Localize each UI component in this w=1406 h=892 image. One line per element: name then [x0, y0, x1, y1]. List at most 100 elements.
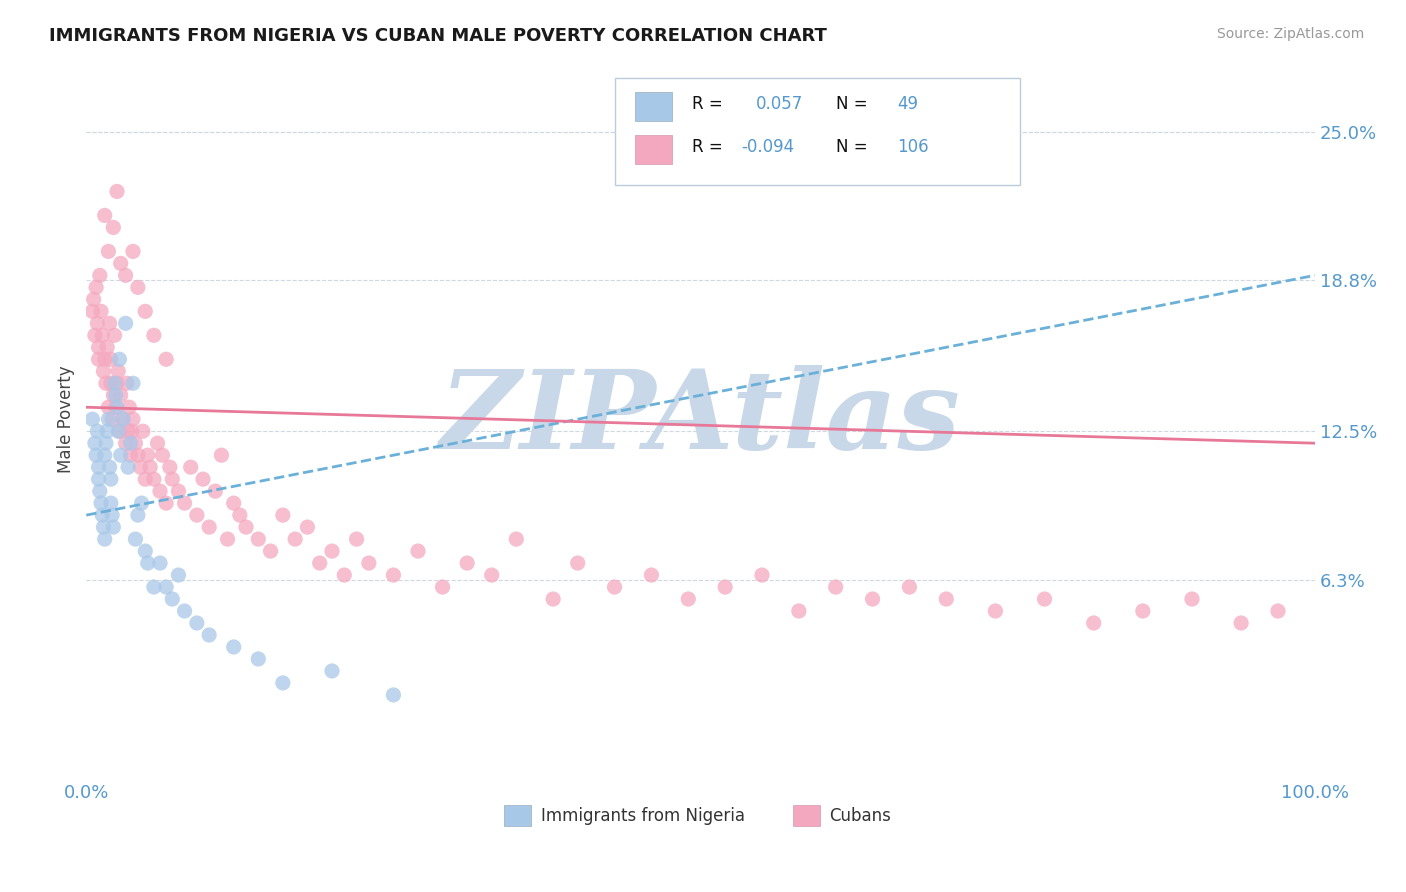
- Point: [678, 592, 700, 607]
- Point: [247, 532, 270, 546]
- Point: [217, 532, 239, 546]
- Point: [112, 412, 135, 426]
- Point: [787, 604, 810, 618]
- Point: [97, 244, 120, 259]
- Point: [87, 340, 110, 354]
- Point: [714, 580, 737, 594]
- Point: [103, 520, 125, 534]
- Point: [100, 376, 122, 391]
- Point: [122, 412, 145, 426]
- Point: [155, 352, 177, 367]
- Point: [134, 544, 156, 558]
- Point: [862, 592, 884, 607]
- Point: [259, 544, 281, 558]
- Point: [204, 484, 226, 499]
- Point: [83, 436, 105, 450]
- Text: ZIPAtlas: ZIPAtlas: [440, 366, 962, 473]
- Point: [186, 508, 208, 522]
- Point: [162, 472, 184, 486]
- Point: [824, 580, 846, 594]
- Point: [155, 496, 177, 510]
- Point: [271, 676, 294, 690]
- Point: [89, 268, 111, 283]
- Point: [152, 448, 174, 462]
- Point: [898, 580, 921, 594]
- Point: [382, 568, 405, 582]
- Point: [103, 376, 125, 391]
- Point: [149, 556, 172, 570]
- Point: [173, 496, 195, 510]
- Point: [104, 388, 127, 402]
- Point: [149, 484, 172, 499]
- Point: [186, 615, 208, 630]
- Point: [100, 352, 122, 367]
- FancyBboxPatch shape: [636, 135, 672, 164]
- Point: [84, 448, 107, 462]
- Point: [935, 592, 957, 607]
- Point: [432, 580, 454, 594]
- Text: Immigrants from Nigeria: Immigrants from Nigeria: [541, 806, 745, 824]
- Point: [86, 424, 108, 438]
- Point: [640, 568, 662, 582]
- Point: [112, 412, 135, 426]
- Point: [297, 520, 319, 534]
- Text: 106: 106: [897, 138, 929, 156]
- Text: IMMIGRANTS FROM NIGERIA VS CUBAN MALE POVERTY CORRELATION CHART: IMMIGRANTS FROM NIGERIA VS CUBAN MALE PO…: [49, 27, 827, 45]
- Point: [127, 508, 149, 522]
- Point: [91, 328, 114, 343]
- Point: [118, 401, 141, 415]
- Text: N =: N =: [835, 138, 868, 156]
- Point: [98, 316, 121, 330]
- Point: [121, 424, 143, 438]
- Point: [142, 472, 165, 486]
- Point: [107, 424, 129, 438]
- Point: [247, 652, 270, 666]
- Point: [139, 460, 162, 475]
- Point: [96, 340, 118, 354]
- Point: [110, 388, 132, 402]
- Point: [167, 484, 190, 499]
- Point: [91, 508, 114, 522]
- Point: [93, 352, 115, 367]
- Point: [1132, 604, 1154, 618]
- FancyBboxPatch shape: [503, 805, 531, 826]
- Point: [321, 664, 343, 678]
- Point: [105, 401, 128, 415]
- Point: [167, 568, 190, 582]
- Point: [603, 580, 626, 594]
- Point: [117, 424, 139, 438]
- Point: [84, 280, 107, 294]
- Point: [114, 268, 136, 283]
- Text: R =: R =: [692, 138, 723, 156]
- Point: [114, 316, 136, 330]
- Point: [87, 472, 110, 486]
- Point: [406, 544, 429, 558]
- Point: [346, 532, 368, 546]
- Point: [321, 544, 343, 558]
- Point: [100, 472, 122, 486]
- Point: [104, 401, 127, 415]
- Point: [122, 376, 145, 391]
- Point: [191, 472, 214, 486]
- Y-axis label: Male Poverty: Male Poverty: [58, 366, 75, 473]
- Point: [117, 460, 139, 475]
- Point: [235, 520, 257, 534]
- Point: [103, 388, 125, 402]
- Point: [382, 688, 405, 702]
- Point: [155, 580, 177, 594]
- Point: [132, 424, 155, 438]
- Point: [136, 556, 159, 570]
- Point: [146, 436, 169, 450]
- Point: [142, 328, 165, 343]
- Point: [127, 448, 149, 462]
- Point: [93, 520, 115, 534]
- Point: [333, 568, 356, 582]
- Point: [159, 460, 181, 475]
- Point: [82, 412, 104, 426]
- Text: Source: ZipAtlas.com: Source: ZipAtlas.com: [1216, 27, 1364, 41]
- Point: [541, 592, 564, 607]
- Point: [180, 460, 202, 475]
- Point: [173, 604, 195, 618]
- Point: [93, 209, 115, 223]
- FancyBboxPatch shape: [636, 92, 672, 120]
